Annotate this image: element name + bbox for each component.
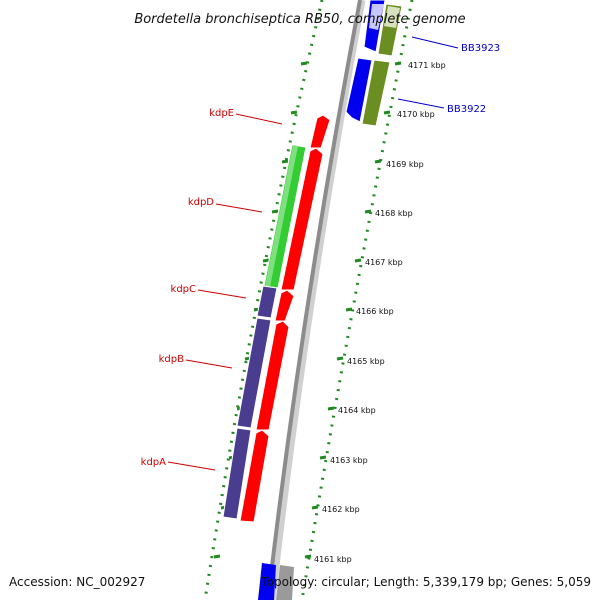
gene-BB3922-olive	[361, 59, 391, 127]
kbp-label-4163: 4163 kbp	[330, 456, 368, 465]
gene-kdpA-red	[239, 429, 270, 523]
gene-kdpB-red	[255, 320, 290, 431]
gene-kdpD-green-highlight	[265, 145, 298, 287]
gene-kdpC-red	[274, 289, 295, 322]
kbp-label-4170: 4170 kbp	[397, 110, 435, 119]
gene-label-BB3923[interactable]: BB3923	[461, 43, 500, 54]
accession-text: Accession: NC_002927	[9, 575, 145, 589]
gene-BB3922-blue	[345, 57, 373, 123]
gene-label-kdpC[interactable]: kdpC	[171, 284, 196, 295]
kbp-label-4164: 4164 kbp	[338, 406, 376, 415]
kbp-label-4165: 4165 kbp	[347, 357, 385, 366]
gene-kdpB-purple	[236, 317, 272, 429]
backbone-shadow	[268, 0, 366, 600]
gene-label-BB3922[interactable]: BB3922	[447, 104, 486, 115]
kbp-scale-labels: 4171 kbp 4170 kbp 4169 kbp 4168 kbp 4167…	[314, 61, 446, 564]
kbp-label-4169: 4169 kbp	[386, 160, 424, 169]
kbp-label-4162: 4162 kbp	[322, 505, 360, 514]
ruler-major-ticks	[304, 61, 402, 559]
gene-kdpE-red	[309, 114, 331, 149]
label-leaders	[167, 36, 459, 471]
outer-ruler-left	[203, 0, 324, 600]
topology-text: Topology: circular; Length: 5,339,179 bp…	[260, 575, 591, 589]
gene-label-kdpD[interactable]: kdpD	[188, 197, 214, 208]
gene-kdpD-red	[280, 147, 324, 291]
kbp-label-4166: 4166 kbp	[356, 307, 394, 316]
gene-kdpA-purple	[222, 427, 252, 520]
kbp-label-4171: 4171 kbp	[408, 61, 446, 70]
gene-BB3923-light	[369, 4, 384, 30]
gene-label-kdpB[interactable]: kdpB	[159, 354, 184, 365]
gene-bottom-blue	[258, 563, 276, 600]
map-title: Bordetella bronchiseptica RB50, complete…	[134, 12, 465, 27]
gene-label-kdpA[interactable]: kdpA	[141, 457, 166, 468]
gene-bottom-grey	[276, 565, 294, 600]
backbone	[266, 0, 362, 600]
gene-kdpC-purple	[256, 285, 278, 319]
gene-label-kdpE[interactable]: kdpE	[209, 108, 234, 119]
kbp-label-4167: 4167 kbp	[365, 258, 403, 267]
gene-BB3923-olive-light	[384, 6, 400, 28]
kbp-label-4168: 4168 kbp	[375, 209, 413, 218]
kbp-label-4161: 4161 kbp	[314, 555, 352, 564]
